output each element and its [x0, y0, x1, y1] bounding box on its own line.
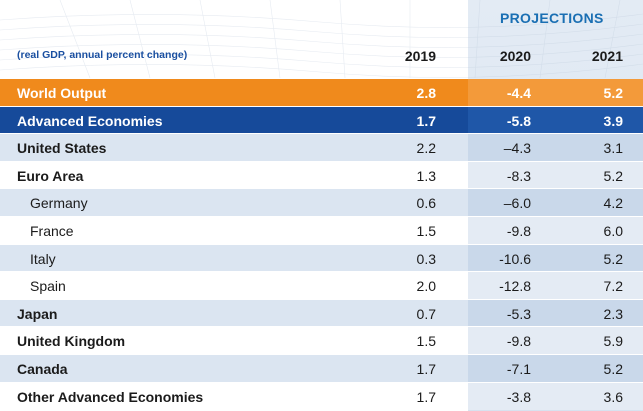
value-2021: 4.2: [603, 195, 623, 212]
value-2020: -3.8: [506, 388, 531, 405]
value-2019: 1.3: [416, 167, 436, 184]
table-row-france: France 1.5 -9.8 6.0: [0, 216, 643, 245]
table-row-germany: Germany 0.6 –6.0 4.2: [0, 189, 643, 217]
row-label: World Output: [17, 85, 107, 101]
value-2021: 3.1: [603, 140, 623, 157]
value-2019: 1.7: [416, 388, 436, 405]
value-2021: 5.2: [603, 250, 623, 267]
value-2020: -5.8: [506, 112, 531, 129]
value-2020: -10.6: [499, 250, 531, 267]
value-2019: 1.7: [416, 112, 436, 129]
value-2020: -9.8: [506, 333, 531, 350]
column-header-2021: 2021: [591, 48, 623, 64]
row-label: Spain: [30, 278, 66, 295]
row-label: United States: [17, 140, 107, 157]
column-header-2019: 2019: [404, 48, 436, 64]
row-label: Advanced Economies: [17, 112, 163, 129]
row-label: Euro Area: [17, 167, 84, 184]
value-2020: -9.8: [506, 222, 531, 239]
value-2021: 5.2: [603, 360, 623, 377]
value-2019: 0.3: [416, 250, 436, 267]
value-2020: -4.4: [506, 85, 531, 101]
row-label: Italy: [30, 250, 56, 267]
value-2021: 5.2: [603, 167, 623, 184]
background-grid-pattern: [0, 0, 643, 78]
row-label: Japan: [17, 305, 58, 322]
projections-label: PROJECTIONS: [500, 10, 604, 26]
table-row-united-kingdom: United Kingdom 1.5 -9.8 5.9: [0, 327, 643, 355]
table-row-world-output: World Output 2.8 -4.4 5.2: [0, 79, 643, 107]
value-2021: 2.3: [603, 305, 623, 322]
table-row-advanced-economies: Advanced Economies 1.7 -5.8 3.9: [0, 106, 643, 135]
value-2021: 3.6: [603, 388, 623, 405]
value-2019: 1.5: [416, 222, 436, 239]
value-2021: 3.9: [603, 112, 623, 129]
value-2020: -8.3: [506, 167, 531, 184]
row-label: Germany: [30, 195, 88, 212]
value-2019: 2.2: [416, 140, 436, 157]
value-2021: 6.0: [603, 222, 623, 239]
value-2019: 0.6: [416, 195, 436, 212]
table-row-united-states: United States 2.2 –4.3 3.1: [0, 134, 643, 162]
value-2021: 5.2: [603, 85, 623, 101]
table-row-other-advanced-economies: Other Advanced Economies 1.7 -3.8 3.6: [0, 382, 643, 411]
row-label: Other Advanced Economies: [17, 388, 204, 405]
value-2020: -12.8: [499, 278, 531, 295]
table-row-canada: Canada 1.7 -7.1 5.2: [0, 354, 643, 383]
value-2020: -5.3: [506, 305, 531, 322]
column-header-2020: 2020: [499, 48, 531, 64]
value-2019: 1.7: [416, 360, 436, 377]
value-2019: 1.5: [416, 333, 436, 350]
value-2019: 2.8: [416, 85, 436, 101]
table-row-euro-area: Euro Area 1.3 -8.3 5.2: [0, 161, 643, 190]
table-row-italy: Italy 0.3 -10.6 5.2: [0, 244, 643, 273]
table-row-spain: Spain 2.0 -12.8 7.2: [0, 272, 643, 300]
value-2020: -7.1: [506, 360, 531, 377]
row-label: Canada: [17, 360, 68, 377]
value-2019: 0.7: [416, 305, 436, 322]
table-subtitle: (real GDP, annual percent change): [17, 49, 188, 61]
value-2021: 7.2: [603, 278, 623, 295]
row-label: United Kingdom: [17, 333, 126, 350]
table-body: World Output 2.8 -4.4 5.2 Advanced Econo…: [0, 79, 643, 411]
value-2020: –6.0: [503, 195, 531, 212]
value-2021: 5.9: [603, 333, 623, 350]
table-row-japan: Japan 0.7 -5.3 2.3: [0, 299, 643, 328]
value-2020: –4.3: [503, 140, 531, 157]
row-label: France: [30, 222, 74, 239]
value-2019: 2.0: [416, 278, 436, 295]
